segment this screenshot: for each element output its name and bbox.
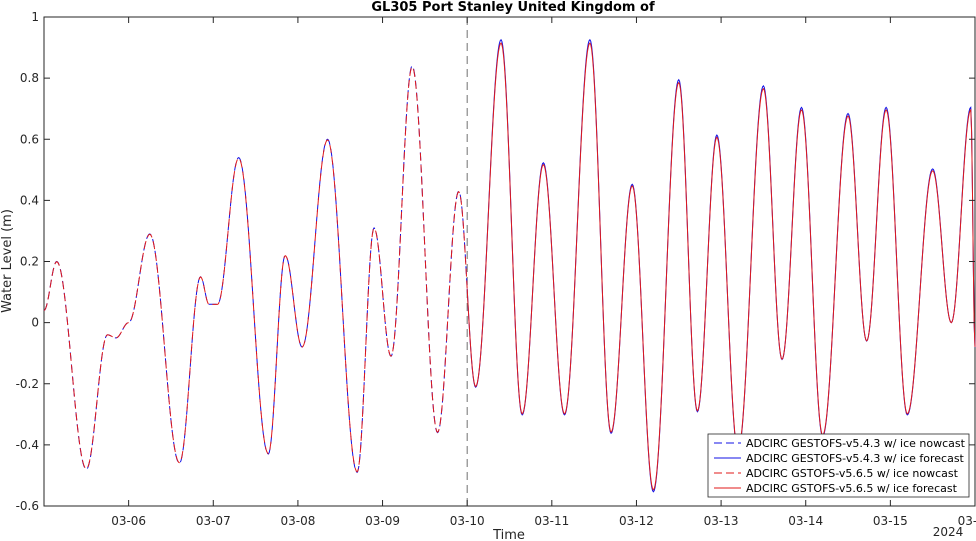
x-tick-label: 03-09 [365, 514, 400, 528]
y-tick-label: 0.2 [20, 255, 39, 269]
axes-box [43, 16, 976, 507]
legend: ADCIRC GESTOFS-v5.4.3 w/ ice nowcast ADC… [707, 433, 970, 498]
legend-entry-2: ADCIRC GSTOFS-v5.6.5 w/ ice nowcast [746, 467, 959, 480]
series-line-3 [466, 42, 976, 491]
y-tick-label: -0.2 [16, 377, 39, 391]
y-tick-label: 0.6 [20, 132, 39, 146]
legend-entry-1: ADCIRC GESTOFS-v5.4.3 w/ ice forecast [746, 452, 965, 465]
x-tick-label: 03-13 [704, 514, 739, 528]
x-tick-label: 03-12 [619, 514, 654, 528]
legend-entry-0: ADCIRC GESTOFS-v5.4.3 w/ ice nowcast [746, 437, 966, 450]
x-axis: 03-06 03-07 03-08 03-09 03-10 03-11 03-12 03-13… [111, 17, 976, 528]
x-axis-label: Time [492, 528, 525, 541]
y-axis-label: Water Level (m) [0, 209, 15, 313]
x-tick-label: 03-07 [196, 514, 231, 528]
x-tick-label: 03-11 [534, 514, 569, 528]
x-tick-label: 03-14 [788, 514, 823, 528]
x-tick-label: 03-15 [873, 514, 908, 528]
legend-box [707, 433, 970, 498]
x-tick-label: 03-10 [450, 514, 485, 528]
chart-title: GL305 Port Stanley United Kingdom of [371, 0, 655, 15]
year-label: 2024 [933, 525, 964, 539]
x-tick-label: 03-06 [111, 514, 146, 528]
y-tick-label: 1 [31, 10, 39, 24]
x-tick-label: 03-08 [280, 514, 315, 528]
y-tick-label: 0.8 [20, 71, 39, 85]
y-tick-label: -0.4 [16, 438, 39, 452]
series-layer [43, 38, 976, 493]
x-tick-label: 03-16 [958, 514, 976, 528]
y-axis: -0.6 -0.4 -0.2 0 0.2 0.4 0.6 0.8 1 [16, 10, 975, 513]
y-tick-label: -0.6 [16, 499, 39, 513]
series-line-2 [43, 66, 468, 473]
plot-area [43, 16, 976, 507]
y-tick-label: 0.4 [20, 193, 39, 207]
y-tick-label: 0 [31, 316, 39, 330]
legend-entry-3: ADCIRC GSTOFS-v5.6.5 w/ ice forecast [746, 482, 958, 495]
